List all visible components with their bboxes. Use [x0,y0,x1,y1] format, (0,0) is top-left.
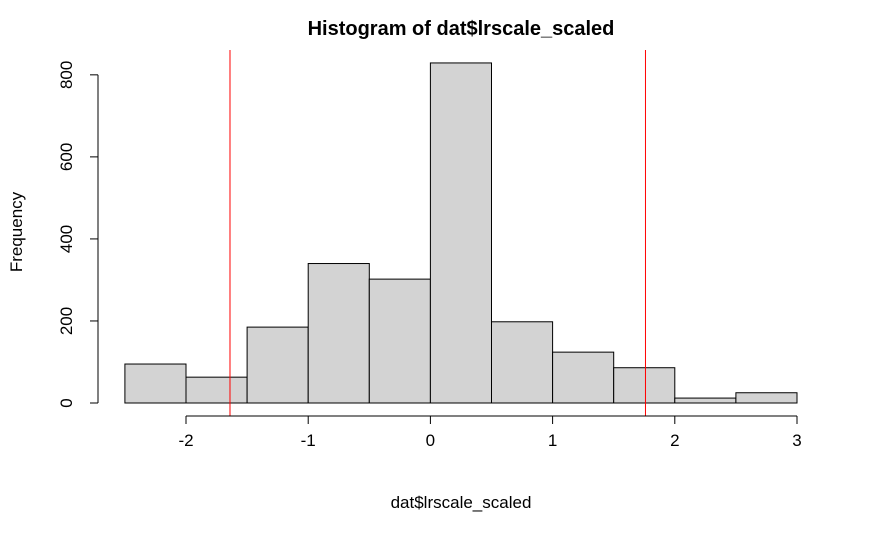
x-tick-label: -1 [301,431,316,450]
y-tick-label: 400 [57,225,76,253]
y-tick-label: 600 [57,143,76,171]
y-tick-label: 200 [57,307,76,335]
histogram-bar [429,62,492,404]
histogram-bars [124,62,798,404]
histogram-bar [613,367,676,404]
x-tick-label: 3 [792,431,801,450]
histogram-bar [246,326,309,404]
histogram-bar [491,321,554,404]
x-axis: -2 -1 0 1 2 3 [178,415,802,450]
y-tick-label: 0 [57,398,76,407]
x-axis-label: dat$lrscale_scaled [391,493,532,512]
x-tick-label: 0 [426,431,435,450]
reference-lines [229,50,646,416]
y-axis: 0 200 400 600 800 [57,61,99,408]
histogram-bar [674,397,737,404]
histogram-bar [368,278,431,404]
x-tick-label: 2 [670,431,679,450]
chart-title: Histogram of dat$lrscale_scaled [308,18,615,40]
histogram-bar [124,363,187,404]
histogram-bar [185,376,248,404]
y-axis-label: Frequency [7,191,26,272]
histogram-bar [307,263,370,404]
x-tick-label: 1 [548,431,557,450]
y-tick-label: 800 [57,61,76,89]
histogram-bar [735,392,798,404]
histogram-bar [552,351,615,404]
x-tick-label: -2 [178,431,193,450]
